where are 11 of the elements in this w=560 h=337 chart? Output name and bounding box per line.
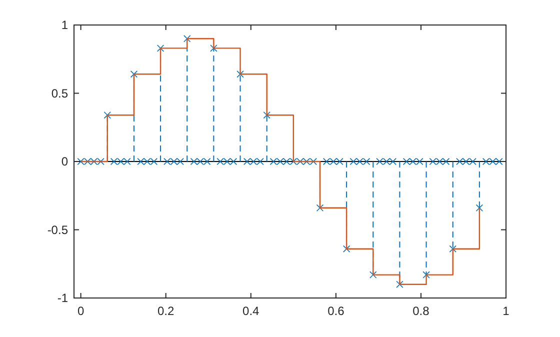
x-tick-label: 0.2: [158, 304, 175, 318]
x-tick-label: 0: [77, 304, 84, 318]
y-tick-label: -1: [57, 291, 68, 305]
x-tick-label: 1: [502, 304, 510, 318]
y-tick-label: -0.5: [47, 222, 68, 237]
x-tick-label: 0.4: [242, 304, 260, 318]
y-tick-label: 0: [61, 154, 68, 168]
y-tick-label: 0.5: [51, 86, 68, 100]
x-tick-label: 0.8: [412, 304, 430, 318]
y-tick-label: 1: [61, 18, 68, 32]
x-tick-label: 0.6: [328, 304, 345, 318]
